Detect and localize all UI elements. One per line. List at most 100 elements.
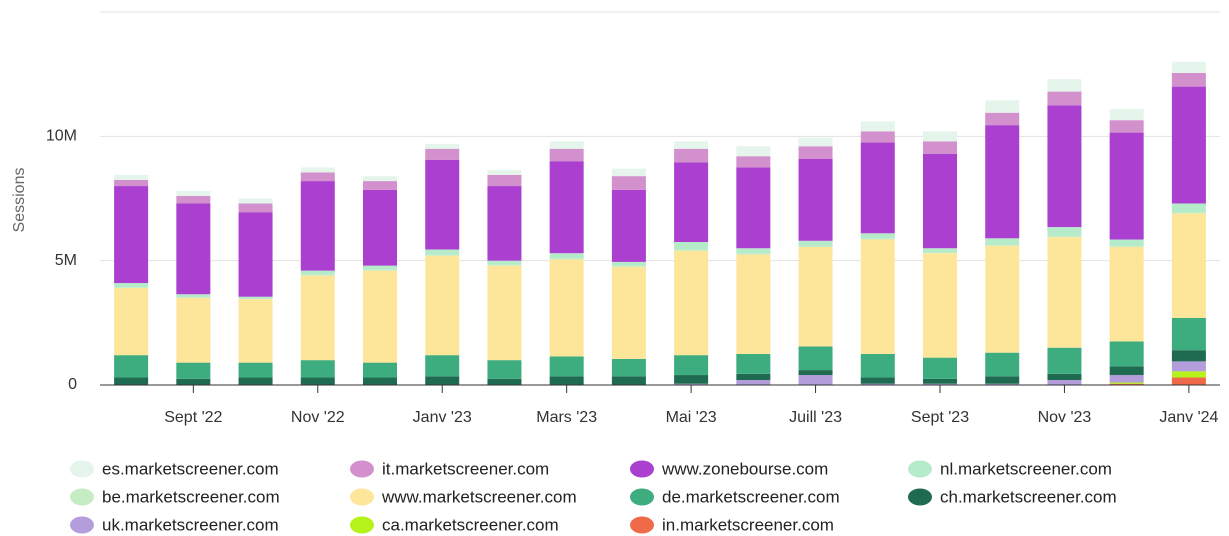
bar-segment — [1171, 361, 1206, 372]
bar-segment — [1109, 366, 1144, 376]
bar-segment — [1171, 317, 1206, 351]
bar-segment — [611, 261, 646, 267]
bar-segment — [611, 168, 646, 177]
bar-segment — [1109, 246, 1144, 342]
bar-segment — [798, 346, 833, 371]
bar-segment — [549, 376, 584, 385]
bar-segment — [1171, 212, 1206, 214]
bar-segment — [176, 203, 211, 295]
bar-segment — [611, 176, 646, 190]
bar-segment — [425, 148, 460, 160]
bar-segment — [674, 355, 709, 376]
bar-segment — [611, 266, 646, 267]
legend-label: in.marketscreener.com — [662, 515, 834, 534]
bar-segment — [985, 376, 1020, 384]
bar-segment — [549, 148, 584, 162]
bar-segment — [425, 255, 460, 356]
bar-segment — [487, 378, 522, 385]
bar-segment — [674, 242, 709, 250]
bar-segment — [1109, 341, 1144, 367]
bar-segment — [238, 299, 273, 363]
bar-segment — [114, 283, 149, 288]
bar-segment — [238, 212, 273, 297]
bar-segment — [487, 265, 522, 361]
bar-segment — [114, 288, 149, 356]
bar-segment — [549, 259, 584, 357]
bar-segment — [114, 186, 149, 284]
bar-segment — [114, 377, 149, 385]
x-tick-label: Janv '24 — [1159, 409, 1218, 426]
bar-segment — [238, 203, 273, 213]
bar-segment — [549, 253, 584, 259]
bar-segment — [736, 146, 771, 157]
bar-segment — [674, 375, 709, 384]
bar-segment — [798, 370, 833, 376]
bar-segment — [425, 254, 460, 256]
bar-segment — [860, 142, 895, 234]
bar-segment — [985, 245, 1020, 353]
legend-label: it.marketscreener.com — [382, 459, 549, 478]
bar-segment — [1171, 213, 1206, 318]
bar-segment — [798, 246, 833, 347]
bar-segment — [923, 153, 957, 249]
legend-label: de.marketscreener.com — [662, 487, 840, 506]
bar-segment — [549, 161, 584, 254]
bar-segment — [985, 112, 1020, 126]
bar-segment — [1047, 347, 1082, 374]
bar-segment — [487, 264, 522, 266]
bar-segment — [425, 355, 460, 377]
bar-segment — [798, 375, 833, 385]
legend-label: www.zonebourse.com — [661, 459, 828, 478]
bar-segment — [300, 270, 335, 275]
bar-segment — [1047, 237, 1082, 348]
bar-segment — [1109, 383, 1144, 385]
bar-segment — [300, 274, 335, 276]
y-axis-title: Sessions — [11, 168, 28, 233]
bar-segment — [1171, 377, 1206, 385]
bar-segment — [1109, 382, 1144, 384]
bar-segment — [674, 250, 709, 356]
bar-segment — [176, 294, 211, 298]
bar-segment — [736, 380, 771, 385]
bar-segment — [736, 167, 771, 249]
bar-segment — [176, 196, 211, 204]
bar-segment — [487, 260, 522, 265]
x-tick-label: Nov '23 — [1038, 409, 1092, 426]
bar-segment — [860, 233, 895, 239]
legend-label: uk.marketscreener.com — [102, 515, 279, 534]
bar-segment — [487, 186, 522, 261]
bar-segment — [674, 162, 709, 243]
bar-segment — [300, 377, 335, 385]
bar-segment — [860, 353, 895, 378]
bar-segment — [923, 357, 957, 379]
bar-segment — [985, 352, 1020, 377]
bar-segment — [611, 189, 646, 262]
x-tick-label: Sept '23 — [911, 409, 969, 426]
legend-swatch — [908, 488, 932, 506]
bar-segment — [798, 240, 833, 247]
bar-segment — [363, 265, 397, 270]
x-tick-label: Janv '23 — [413, 409, 472, 426]
x-tick-label: Nov '22 — [291, 409, 345, 426]
legend-swatch — [630, 460, 654, 478]
bar-segment — [985, 238, 1020, 246]
bar-segment — [238, 362, 273, 378]
bar-segment — [425, 376, 460, 385]
bar-segment — [363, 189, 397, 266]
bar-segment — [114, 355, 149, 378]
bar-segment — [363, 377, 397, 385]
bar-segment — [425, 249, 460, 255]
y-tick-label: 10M — [46, 128, 77, 145]
bar-segment — [860, 121, 895, 132]
legend-swatch — [70, 516, 94, 534]
bar-segment — [1047, 79, 1082, 92]
bar-segment — [611, 358, 646, 377]
bar-segment — [860, 131, 895, 143]
bar-segment — [114, 179, 149, 187]
bar-segment — [176, 362, 211, 379]
x-tick-label: Juill '23 — [789, 409, 842, 426]
y-tick-label: 0 — [68, 376, 77, 393]
bar-segment — [611, 376, 646, 385]
bar-segment — [176, 191, 211, 197]
